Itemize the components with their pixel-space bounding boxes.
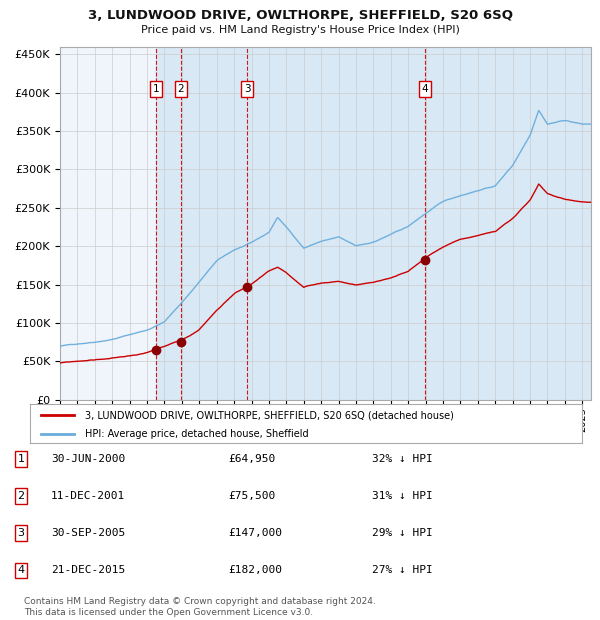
Text: 3, LUNDWOOD DRIVE, OWLTHORPE, SHEFFIELD, S20 6SQ: 3, LUNDWOOD DRIVE, OWLTHORPE, SHEFFIELD,…	[88, 9, 512, 22]
Text: HPI: Average price, detached house, Sheffield: HPI: Average price, detached house, Shef…	[85, 428, 309, 438]
Text: 30-SEP-2005: 30-SEP-2005	[51, 528, 125, 538]
Text: £182,000: £182,000	[228, 565, 282, 575]
Text: Contains HM Land Registry data © Crown copyright and database right 2024.: Contains HM Land Registry data © Crown c…	[24, 597, 376, 606]
Text: This data is licensed under the Open Government Licence v3.0.: This data is licensed under the Open Gov…	[24, 608, 313, 617]
Text: 32% ↓ HPI: 32% ↓ HPI	[372, 454, 433, 464]
Text: 3: 3	[17, 528, 25, 538]
Text: Price paid vs. HM Land Registry's House Price Index (HPI): Price paid vs. HM Land Registry's House …	[140, 25, 460, 35]
Text: 1: 1	[17, 454, 25, 464]
Text: 11-DEC-2001: 11-DEC-2001	[51, 491, 125, 501]
Text: 3, LUNDWOOD DRIVE, OWLTHORPE, SHEFFIELD, S20 6SQ (detached house): 3, LUNDWOOD DRIVE, OWLTHORPE, SHEFFIELD,…	[85, 410, 454, 420]
Text: 29% ↓ HPI: 29% ↓ HPI	[372, 528, 433, 538]
Text: 2: 2	[17, 491, 25, 501]
Text: 27% ↓ HPI: 27% ↓ HPI	[372, 565, 433, 575]
Bar	[156, 46, 600, 400]
Text: 2: 2	[178, 84, 184, 94]
Text: 31% ↓ HPI: 31% ↓ HPI	[372, 491, 433, 501]
Text: 4: 4	[17, 565, 25, 575]
Text: £147,000: £147,000	[228, 528, 282, 538]
Text: £75,500: £75,500	[228, 491, 275, 501]
Text: 3: 3	[244, 84, 250, 94]
Text: 21-DEC-2015: 21-DEC-2015	[51, 565, 125, 575]
Text: 30-JUN-2000: 30-JUN-2000	[51, 454, 125, 464]
Text: £64,950: £64,950	[228, 454, 275, 464]
Text: 4: 4	[422, 84, 428, 94]
Text: 1: 1	[152, 84, 159, 94]
